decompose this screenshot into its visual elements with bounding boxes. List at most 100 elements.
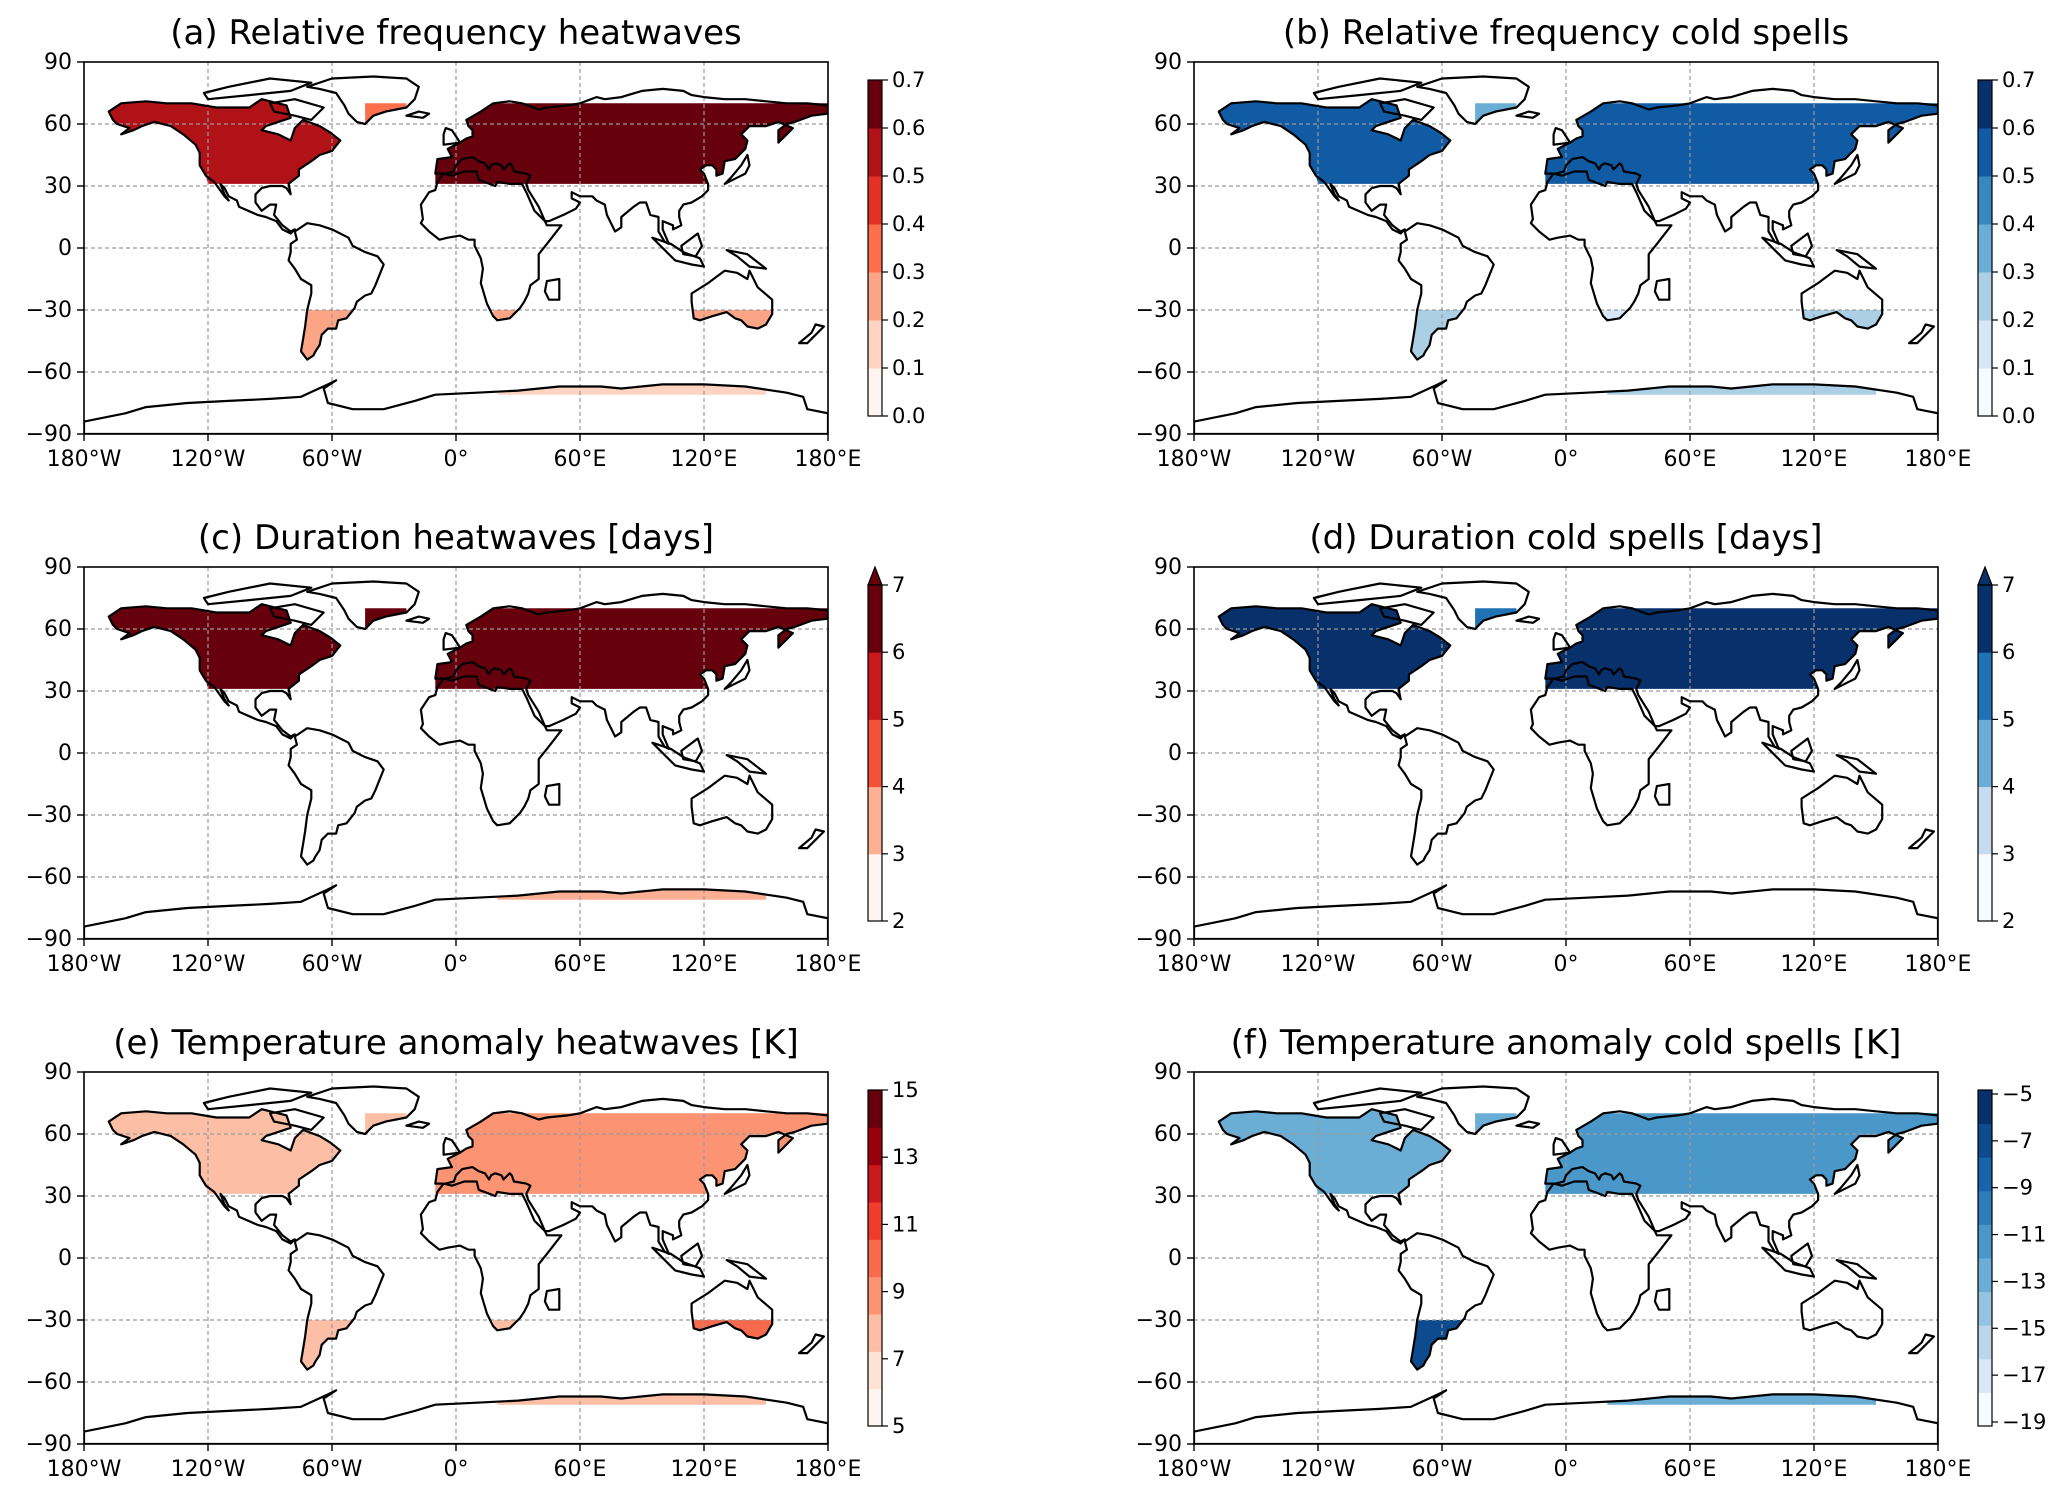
y-tick-label: −30 bbox=[1136, 298, 1182, 323]
coastline-indonesia bbox=[651, 741, 706, 773]
y-tick-label: 60 bbox=[44, 617, 72, 642]
coastline-south-america bbox=[287, 727, 385, 866]
colorbar-tick-label: −15 bbox=[2002, 1316, 2046, 1340]
y-tick-label: 0 bbox=[1168, 741, 1182, 766]
y-tick-label: 0 bbox=[1168, 236, 1182, 261]
y-tick-label: 90 bbox=[1154, 50, 1182, 75]
coastline-borneo bbox=[680, 1242, 703, 1268]
coastline-north-america bbox=[107, 1108, 342, 1245]
map-svg-a: (a) Relative frequency heatwaves 180°W 120… bbox=[26, 13, 926, 472]
panel-title: (e) Temperature anomaly heatwaves [K] bbox=[113, 1023, 799, 1063]
colorbar-tick-label: 6 bbox=[892, 640, 905, 664]
region-south-america bbox=[301, 1317, 357, 1370]
colorbar-segment bbox=[868, 1276, 882, 1315]
region-australia bbox=[1801, 310, 1883, 329]
colorbar-frame bbox=[1977, 1089, 1993, 1427]
y-tick-label: −60 bbox=[1136, 360, 1182, 385]
y-tick-label: 0 bbox=[58, 1246, 72, 1271]
colorbar-tick-label: 5 bbox=[892, 707, 905, 731]
coastline-north-america bbox=[107, 603, 342, 740]
colorbar-tick-label: −17 bbox=[2002, 1363, 2046, 1387]
coastline-eurasia bbox=[434, 592, 828, 750]
y-tick-label: −30 bbox=[1136, 1308, 1182, 1333]
colorbar-tick-label: 0.4 bbox=[892, 212, 925, 236]
coastline-baffin bbox=[1378, 603, 1435, 626]
coastline-africa bbox=[1529, 1180, 1673, 1332]
y-tick-label: 0 bbox=[58, 236, 72, 261]
coastline-arctic-islands bbox=[1312, 77, 1423, 101]
colorbar-segment bbox=[868, 652, 882, 720]
map-panel-f: (f) Temperature anomaly cold spells [K] 1… bbox=[1110, 1010, 2067, 1510]
region-south-america bbox=[1411, 1317, 1467, 1370]
coastline-antarctica bbox=[1194, 379, 1938, 434]
y-tick-label: 90 bbox=[44, 555, 72, 580]
x-tick-label: 180°W bbox=[47, 1457, 122, 1482]
y-tick-label: −60 bbox=[26, 865, 72, 890]
colorbar-segment bbox=[1978, 585, 1992, 653]
colorbar-segment bbox=[868, 1164, 882, 1203]
x-tick-label: 60°E bbox=[554, 447, 607, 472]
y-tick-label: 30 bbox=[1154, 174, 1182, 199]
colorbar-tick-label: 7 bbox=[892, 1347, 905, 1371]
coastline-indonesia bbox=[1761, 236, 1816, 268]
y-tick-label: 0 bbox=[58, 741, 72, 766]
coastline-africa bbox=[419, 675, 563, 827]
colorbar-segment bbox=[1978, 719, 1992, 788]
x-tick-label: 0° bbox=[1554, 952, 1579, 977]
coastline-baffin bbox=[1378, 1108, 1435, 1131]
colorbar-tick-label: 5 bbox=[892, 1414, 905, 1438]
coastline-australia bbox=[1800, 774, 1884, 835]
coastline-north-america bbox=[107, 98, 342, 235]
colorbar-segment bbox=[1978, 1392, 1992, 1427]
map-panel-e: (e) Temperature anomaly heatwaves [K] 180… bbox=[0, 1010, 1000, 1510]
y-tick-label: −90 bbox=[1136, 422, 1182, 447]
x-tick-label: 120°E bbox=[671, 447, 738, 472]
x-tick-label: 60°E bbox=[554, 1457, 607, 1482]
y-tick-label: 30 bbox=[1154, 679, 1182, 704]
colorbar-segment bbox=[868, 224, 882, 273]
coastline-madagascar bbox=[1653, 1287, 1671, 1311]
panel-title: (b) Relative frequency cold spells bbox=[1283, 13, 1849, 53]
coastline-nz bbox=[798, 1333, 825, 1355]
colorbar-segment bbox=[868, 719, 882, 788]
colorbar: 0.7 0.6 0.5 0.4 0.3 0.2 0.1 0.0 bbox=[867, 68, 925, 428]
coastline-iceland bbox=[405, 110, 431, 119]
y-tick-label: 90 bbox=[1154, 1060, 1182, 1085]
map-area bbox=[84, 62, 828, 434]
colorbar-tick-label: 0.5 bbox=[2002, 164, 2035, 188]
coastline-japan bbox=[723, 658, 751, 690]
y-tick-label: −60 bbox=[1136, 1370, 1182, 1395]
colorbar-tick-label: 3 bbox=[2002, 842, 2015, 866]
colorbar-segment bbox=[1978, 1123, 1992, 1158]
coastline-antarctica bbox=[1194, 884, 1938, 939]
colorbar-tick-label: −7 bbox=[2002, 1129, 2033, 1153]
map-svg-b: (b) Relative frequency cold spells 180°W 1… bbox=[1136, 13, 2036, 472]
x-tick-label: 180°E bbox=[795, 952, 862, 977]
colorbar-tick-label: 0.5 bbox=[892, 164, 925, 188]
colorbar-tick-label: 9 bbox=[892, 1280, 905, 1304]
coastline-borneo bbox=[680, 737, 703, 763]
y-tick-label: 30 bbox=[44, 679, 72, 704]
x-tick-label: 0° bbox=[444, 952, 469, 977]
colorbar-segment bbox=[868, 1388, 882, 1427]
coastline-nz bbox=[1908, 1333, 1935, 1355]
coastline-greenland bbox=[306, 1085, 420, 1136]
map-panel-c: (c) Duration heatwaves [days] 180°W 120°W 6… bbox=[0, 505, 1000, 1005]
x-tick-label: 120°E bbox=[1781, 1457, 1848, 1482]
colorbar-extend-arrow bbox=[867, 565, 883, 586]
x-tick-label: 180°W bbox=[1157, 1457, 1232, 1482]
coastline-arctic-islands bbox=[1312, 582, 1423, 606]
coastline-japan bbox=[1833, 1163, 1861, 1195]
coastline-uk bbox=[1552, 127, 1572, 146]
y-tick-label: 60 bbox=[44, 1122, 72, 1147]
colorbar-tick-label: 2 bbox=[892, 909, 905, 933]
coastline-australia bbox=[690, 269, 774, 330]
x-tick-label: 120°E bbox=[671, 1457, 738, 1482]
coastline-borneo bbox=[1790, 737, 1813, 763]
coastline-madagascar bbox=[1653, 277, 1671, 301]
colorbar-tick-label: 4 bbox=[2002, 775, 2015, 799]
coastline-uk bbox=[442, 632, 462, 651]
colorbar-segment bbox=[868, 176, 882, 225]
colorbar-tick-label: 0.6 bbox=[892, 116, 925, 140]
y-tick-label: 30 bbox=[44, 174, 72, 199]
